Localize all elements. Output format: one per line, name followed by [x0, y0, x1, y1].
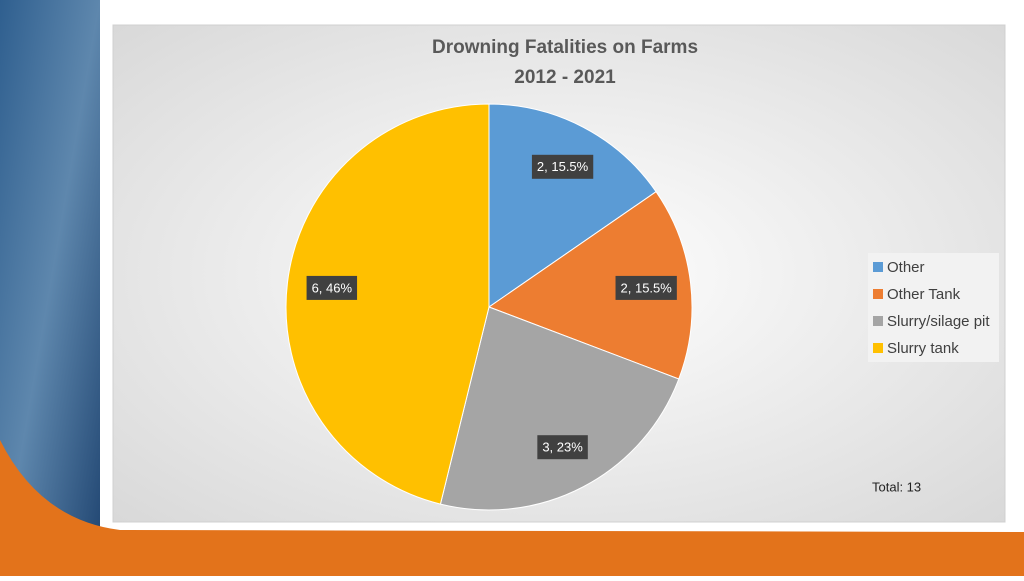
legend-swatch: [873, 262, 883, 272]
chart-title: Drowning Fatalities on Farms: [432, 37, 698, 58]
pie-slice: [487, 190, 693, 380]
legend-label: Other Tank: [887, 286, 961, 303]
data-label: 2, 15.5%: [621, 280, 673, 295]
legend-swatch: [873, 316, 883, 326]
pie-slice: [439, 306, 680, 511]
pie-slice: [285, 103, 490, 505]
legend-box: [868, 253, 999, 362]
legend-label: Slurry/silage pit: [887, 313, 990, 330]
data-label-box: [531, 154, 594, 179]
chart-subtitle: 2012 - 2021: [514, 67, 616, 88]
orange-band: [0, 440, 1024, 576]
data-label-box: [615, 275, 677, 300]
data-label: 6, 46%: [312, 280, 353, 295]
data-label-box: [306, 275, 358, 300]
legend-label: Slurry tank: [887, 340, 959, 357]
legend-label: Other: [887, 259, 925, 276]
data-label: 3, 23%: [542, 440, 583, 455]
annotation: Total: 13: [872, 479, 921, 494]
pie-slice: [488, 103, 657, 308]
data-label-box: [537, 435, 588, 460]
legend-swatch: [873, 343, 883, 353]
legend-swatch: [873, 289, 883, 299]
data-label: 2, 15.5%: [537, 159, 589, 174]
